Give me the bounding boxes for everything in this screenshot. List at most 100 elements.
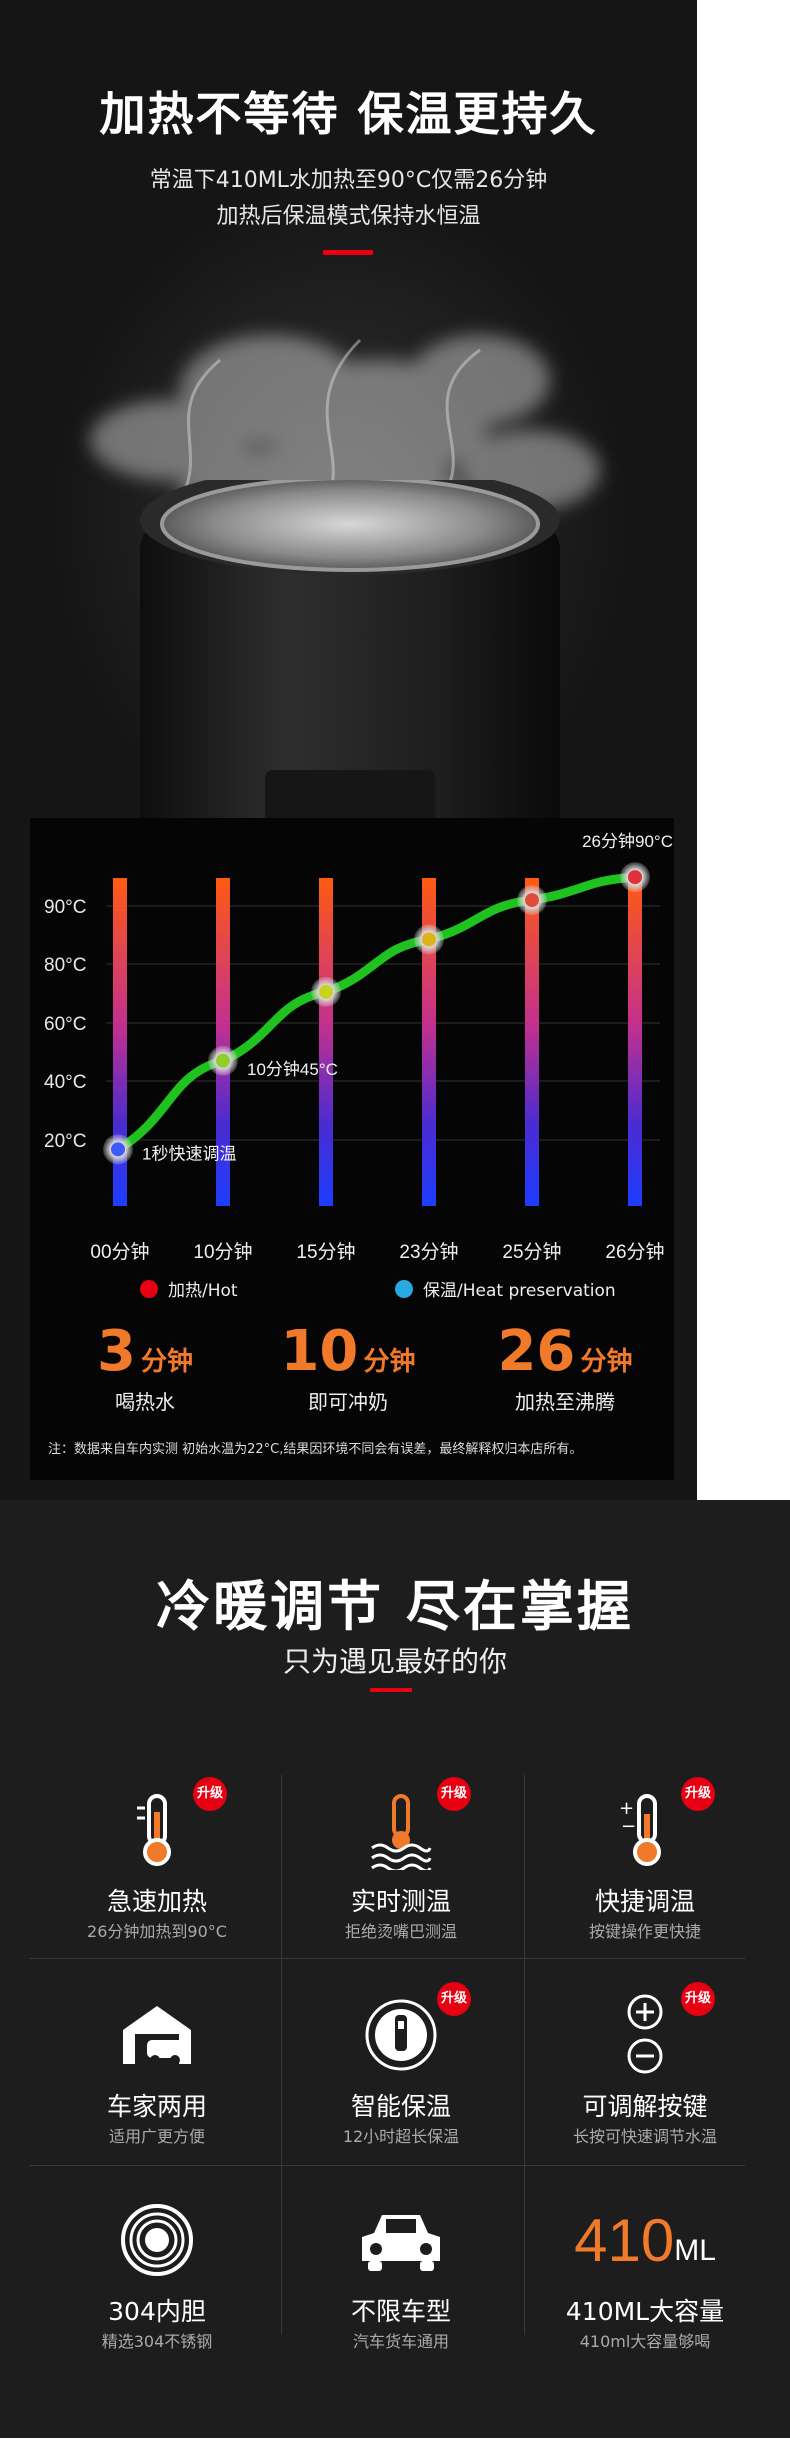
insulation-icon [282,1990,520,2080]
feature-card: + − 升级 快捷调温 按键操作更快捷 [526,1775,764,1965]
stat-1-number: 3 [96,1319,136,1384]
stat-1-label: 喝热水 [115,1390,175,1414]
feature-description: 长按可快速调节水温 [572,2127,717,2146]
stat-3-unit: 分钟 [580,1347,633,1377]
feature-card: 升级可调解按键长按可快速调节水温 [526,1980,764,2170]
bar [113,878,127,1206]
feature-grid: 升级 急速加热 26分钟加热到90°C 升级 实时测温 拒绝烫嘴巴测温 + − 升级 快捷调温 按键… [30,1775,745,2351]
feature-name: 智能保温 [350,2092,451,2121]
data-point [319,984,333,999]
title-underline [323,250,373,255]
legend-hot-label: 加热/Hot [168,1281,238,1301]
x-tick-label: 15分钟 [296,1241,355,1263]
series-line [113,872,640,1154]
feature-name: 实时测温 [350,1887,451,1916]
stat-3: 26 分钟 加热至沸腾 [460,1320,670,1415]
stat-2: 10 分钟 即可冲奶 [243,1320,453,1415]
feature-description: 410ml大容量够喝 [579,2332,711,2351]
chart-annotation: 1秒快速调温 [142,1144,236,1163]
stat-3-label: 加热至沸腾 [515,1390,615,1414]
feature-card: 升级 急速加热 26分钟加热到90°C [38,1775,276,1965]
legend-preservation-dot [395,1279,413,1298]
feature-description: 按键操作更快捷 [588,1922,701,1941]
features-subtitle: 只为遇见最好的你 [282,1645,507,1678]
feature-description: 拒绝烫嘴巴测温 [344,1922,457,1941]
y-tick-label: 20°C [44,1131,86,1152]
garage-car-icon [38,1990,276,2080]
x-tick-label: 00分钟 [90,1241,149,1263]
capacity-number: 410 [574,2206,675,2274]
feature-name: 快捷调温 [594,1887,695,1916]
feature-card: 304内胆精选304不锈钢 [38,2185,276,2375]
bar [216,878,230,1206]
car-icon [282,2195,520,2285]
adjust-thermometer-icon: + − [526,1785,764,1875]
upgrade-badge: 升级 [437,1982,471,2016]
stat-1-unit: 分钟 [141,1347,194,1377]
feature-description: 26分钟加热到90°C [87,1922,227,1941]
data-point [525,893,539,908]
x-tick-label: 23分钟 [399,1241,458,1263]
feature-card: 410 ML 410ML大容量 410ml大容量够喝 [526,2185,764,2375]
svg-text:−: − [621,1816,636,1837]
feature-card: 车家两用 适用广更方便 [38,1980,276,2170]
stat-2-number: 10 [280,1319,359,1384]
hero-line-1: 常温下410ML水加热至90°C仅需26分钟 [149,168,548,193]
stat-2-label: 即可冲奶 [308,1390,388,1414]
feature-name: 304内胆 [108,2297,206,2326]
disclaimer-note: 注：数据来自车内实测 初始水温为22°C,结果因环境不同会有误差，最终解释权归本… [48,1442,583,1457]
x-tick-label: 10分钟 [193,1241,252,1263]
grid-divider-v2 [524,1775,525,2335]
bar [628,878,642,1206]
grid-divider-v1 [281,1775,282,2335]
feature-description: 汽车货车通用 [352,2332,449,2351]
upgrade-badge: 升级 [437,1777,471,1811]
bar [422,878,436,1206]
bar [319,878,333,1206]
legend-hot: 加热/Hot [140,1276,238,1301]
data-point [111,1142,125,1157]
stat-2-unit: 分钟 [363,1347,416,1377]
plus-minus-icon [526,1990,764,2080]
hero-line-2: 加热后保温模式保持水恒温 [216,204,481,229]
feature-card: 不限车型汽车货车通用 [282,2185,520,2375]
stat-3-number: 26 [497,1319,576,1384]
feature-name: 410ML大容量 [565,2297,725,2326]
features-title: 冷暖调节 尽在掌握 [156,1575,634,1638]
feature-name: 可调解按键 [582,2092,708,2121]
hero-title: 加热不等待 保温更持久 [99,87,598,141]
upgrade-badge: 升级 [681,1982,715,2016]
features-section: 冷暖调节 尽在掌握 只为遇见最好的你 升级 急速加热 26分钟加热到90°C 升级 实时… [0,1500,790,2448]
y-tick-label: 90°C [44,897,86,918]
legend-hot-dot [140,1279,158,1298]
chart-svg: 90°C 80°C 60°C 40°C 20°C 00分钟 10分钟 15分钟 23分钟 25分钟… [44,832,673,1263]
feature-name: 不限车型 [350,2297,451,2326]
feature-name: 急速加热 [106,1887,207,1916]
capacity-text: 410 ML [526,2195,764,2285]
feature-card: 升级实时测温拒绝烫嘴巴测温 [282,1775,520,1965]
data-point [628,870,642,885]
thermometer-icon [38,1785,276,1875]
legend-heat-preservation: 保温/Heat preservation [395,1276,616,1301]
cup-illustration [140,480,560,840]
water-thermometer-icon [282,1785,520,1875]
svg-text:+: + [619,1798,634,1819]
upgrade-badge: 升级 [681,1777,715,1811]
legend-preservation-label: 保温/Heat preservation [423,1281,616,1301]
y-tick-label: 40°C [44,1072,86,1093]
heating-chart: 90°C 80°C 60°C 40°C 20°C 00分钟 10分钟 15分钟 23分钟 25分钟… [30,818,674,1480]
bottom-edge [0,2438,790,2448]
y-tick-label: 60°C [44,1014,86,1035]
data-point [216,1053,230,1068]
features-underline [370,1688,412,1692]
grid-divider-h2 [30,2165,745,2166]
feature-card: 升级智能保温 12小时超长保温 [282,1980,520,2170]
feature-description: 12小时超长保温 [342,2127,460,2146]
capacity-unit: ML [674,2234,716,2267]
x-tick-label: 25分钟 [502,1241,561,1263]
x-tick-label: 26分钟 [605,1241,664,1263]
chart-annotation: 10分钟45°C [247,1060,338,1079]
grid-divider-h1 [30,1958,745,1959]
feature-name: 车家两用 [106,2092,207,2121]
feature-description: 精选304不锈钢 [101,2332,213,2351]
